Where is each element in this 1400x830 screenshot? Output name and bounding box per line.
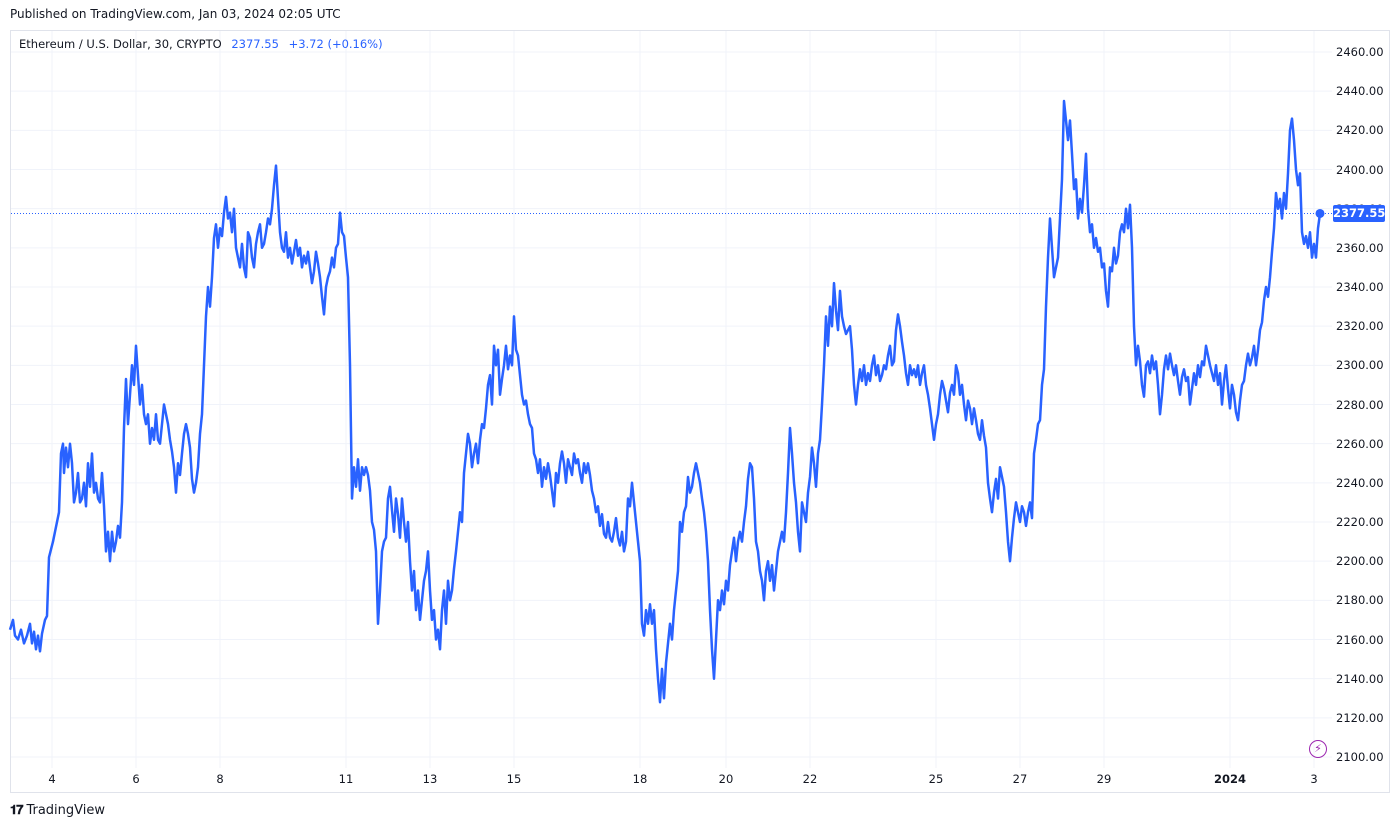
lightning-icon[interactable]: ⚡ <box>1309 740 1327 758</box>
time-tick-label: 27 <box>1012 772 1028 786</box>
time-tick-label: 25 <box>928 772 944 786</box>
time-tick-label: 22 <box>802 772 818 786</box>
last-price-value: 2377.55 <box>231 37 279 51</box>
price-tick-label: 2160.00 <box>1336 632 1384 647</box>
price-tick-label: 2460.00 <box>1336 45 1384 59</box>
price-tick-label: 2180.00 <box>1336 593 1384 608</box>
price-tick-label: 2420.00 <box>1336 123 1384 138</box>
price-tick-label: 2400.00 <box>1336 162 1384 177</box>
price-tick-label: 2260.00 <box>1336 436 1384 451</box>
price-tick-label: 2340.00 <box>1336 280 1384 294</box>
time-tick-label: 6 <box>132 772 140 786</box>
price-tick-label: 2240.00 <box>1336 475 1384 490</box>
price-tick-label: 2140.00 <box>1336 671 1384 686</box>
time-tick-label: 8 <box>216 772 224 786</box>
time-tick-label: 4 <box>48 772 56 786</box>
price-tick-label: 2300.00 <box>1336 358 1384 373</box>
price-change: +3.72 (+0.16%) <box>288 37 383 51</box>
footer-brand[interactable]: 𝟏𝟕 TradingView <box>10 803 105 818</box>
brand-name: TradingView <box>26 803 106 818</box>
time-tick-label: 13 <box>422 772 438 786</box>
published-caption: Published on TradingView.com, Jan 03, 20… <box>10 7 341 21</box>
last-price-tag: 2377.55 <box>1333 204 1386 222</box>
time-tick-label: 29 <box>1096 772 1112 786</box>
tradingview-logo-icon: 𝟏𝟕 <box>10 803 24 818</box>
price-tick-label: 2280.00 <box>1336 397 1384 412</box>
price-tick-label: 2200.00 <box>1336 554 1384 569</box>
time-tick-label: 2024 <box>1213 772 1246 786</box>
last-price-dot <box>1315 208 1325 218</box>
price-tick-label: 2440.00 <box>1336 84 1384 99</box>
price-tick-label: 2220.00 <box>1336 515 1384 529</box>
price-tick-label: 2320.00 <box>1336 319 1384 334</box>
time-tick-label: 11 <box>338 772 354 786</box>
time-tick-label: 18 <box>632 772 648 786</box>
price-tick-label: 2120.00 <box>1336 710 1384 725</box>
symbol-legend[interactable]: Ethereum / U.S. Dollar, 30, CRYPTO 2377.… <box>19 37 383 51</box>
symbol-title: Ethereum / U.S. Dollar, 30, CRYPTO <box>19 37 222 51</box>
price-series-line <box>8 99 1322 704</box>
time-tick-label: 3 <box>1310 772 1318 786</box>
chart-frame[interactable] <box>10 30 1390 793</box>
time-tick-label: 20 <box>718 772 734 786</box>
price-tick-label: 2360.00 <box>1336 240 1384 255</box>
time-tick-label: 15 <box>506 772 522 786</box>
grid-lines <box>11 31 1332 768</box>
price-tick-label: 2100.00 <box>1336 750 1384 764</box>
